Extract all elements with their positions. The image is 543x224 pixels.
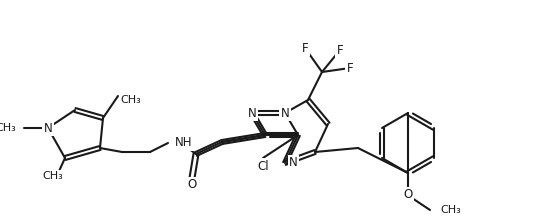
Text: N: N: [289, 157, 298, 170]
Text: N: N: [248, 106, 256, 119]
Text: O: O: [187, 179, 197, 192]
Text: F: F: [302, 41, 308, 54]
Text: CH₃: CH₃: [440, 205, 461, 215]
Text: F: F: [337, 43, 343, 56]
Text: CH₃: CH₃: [0, 123, 16, 133]
Text: N: N: [281, 106, 289, 119]
Text: O: O: [403, 189, 413, 202]
Text: CH₃: CH₃: [120, 95, 141, 105]
Text: NH: NH: [175, 136, 193, 149]
Text: N: N: [43, 121, 52, 134]
Text: CH₃: CH₃: [42, 171, 64, 181]
Text: F: F: [346, 62, 353, 75]
Text: Cl: Cl: [257, 159, 269, 172]
